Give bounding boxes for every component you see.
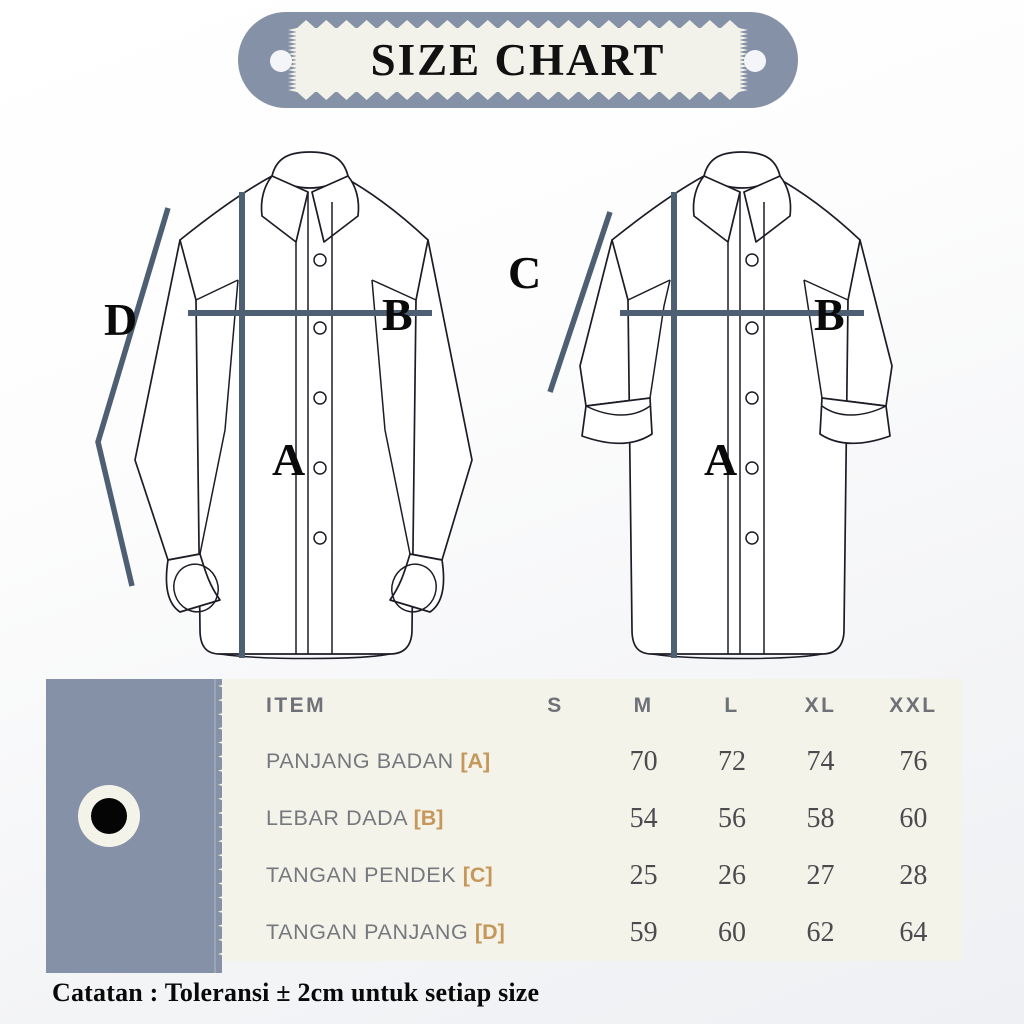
row-label-code: [D] <box>474 920 505 944</box>
col-header-s: S <box>547 694 564 717</box>
cell-tangan-pendek-l: 26 <box>718 859 746 891</box>
row-label-code: [C] <box>462 863 493 887</box>
row-label-lebar-dada: LEBAR DADA [B] <box>242 790 512 847</box>
long-sleeve-shirt-diagram: D B A <box>95 151 473 660</box>
cell-lebar-dada-l: 56 <box>718 802 746 834</box>
cell-lebar-dada-s <box>512 790 600 847</box>
table-row: TANGAN PANJANG [D] 59 60 62 64 <box>242 904 962 961</box>
marker-label-b: B <box>814 289 845 340</box>
short-sleeve-shirt-diagram: C B A <box>508 151 893 660</box>
banner-label-panel <box>296 28 740 92</box>
cell-lebar-dada-xxl: 60 <box>899 802 928 834</box>
cell-tangan-pendek-xl: 27 <box>806 859 835 891</box>
row-label-text: TANGAN PANJANG <box>266 920 475 944</box>
title-banner: SIZE CHART <box>238 12 798 108</box>
shirt-diagrams: D B A <box>0 130 1024 675</box>
marker-label-c: C <box>508 247 541 298</box>
cell-panjang-badan-xxl: 76 <box>899 745 928 777</box>
table-row: TANGAN PENDEK [C] 25 26 27 28 <box>242 847 962 904</box>
col-header-l: L <box>724 694 740 717</box>
col-header-item: ITEM <box>266 694 327 717</box>
marker-label-b: B <box>382 289 413 340</box>
table-panel <box>218 679 962 961</box>
row-label-tangan-pendek: TANGAN PENDEK [C] <box>242 847 512 904</box>
measure-line-d <box>95 207 171 587</box>
row-label-panjang-badan: PANJANG BADAN [A] <box>242 733 512 790</box>
size-table-zone: ITEM S M L XL XXL PANJANG BADAN [A] 70 7… <box>46 679 962 973</box>
cell-tangan-panjang-s <box>512 904 600 961</box>
marker-label-d: D <box>104 294 137 345</box>
cell-tangan-panjang-l: 60 <box>718 916 746 948</box>
table-row: LEBAR DADA [B] 54 56 58 60 <box>242 790 962 847</box>
col-header-xl: XL <box>804 694 837 717</box>
tolerance-note: Catatan : Toleransi ± 2cm untuk setiap s… <box>52 978 540 1007</box>
row-label-text: TANGAN PENDEK <box>266 863 463 887</box>
cell-tangan-panjang-xl: 62 <box>806 916 835 948</box>
row-label-tangan-panjang: TANGAN PANJANG [D] <box>242 904 512 961</box>
row-label-code: [A] <box>460 749 491 773</box>
cell-tangan-panjang-xxl: 64 <box>899 916 928 948</box>
marker-label-a: A <box>704 434 737 485</box>
cell-tangan-pendek-m: 25 <box>629 859 658 891</box>
cell-tangan-pendek-xxl: 28 <box>899 859 928 891</box>
size-table-body: PANJANG BADAN [A] 70 72 74 76 LEBAR DADA… <box>242 733 962 961</box>
tag-eyelet-hole <box>91 798 127 834</box>
table-header-row: ITEM S M L XL XXL <box>242 679 962 733</box>
marker-label-a: A <box>272 434 305 485</box>
cell-panjang-badan-l: 72 <box>718 745 746 777</box>
cell-panjang-badan-m: 70 <box>629 745 658 777</box>
table-row: PANJANG BADAN [A] 70 72 74 76 <box>242 733 962 790</box>
banner-hole-right-icon <box>744 50 766 72</box>
cell-lebar-dada-xl: 58 <box>806 802 835 834</box>
size-table-head: ITEM S M L XL XXL <box>242 679 962 733</box>
page-title: SIZE CHART <box>370 34 666 85</box>
cell-panjang-badan-xl: 74 <box>806 745 835 777</box>
measure-line-c <box>547 211 613 393</box>
cell-tangan-panjang-m: 59 <box>629 916 658 948</box>
col-header-m: M <box>633 694 654 717</box>
row-label-text: LEBAR DADA <box>266 806 414 830</box>
col-header-xxl: XXL <box>889 694 938 717</box>
tag-seam <box>214 679 216 973</box>
banner-hole-left-icon <box>270 50 292 72</box>
tag-eyelet-icon <box>78 785 140 847</box>
size-table: ITEM S M L XL XXL PANJANG BADAN [A] 70 7… <box>242 679 962 961</box>
cell-lebar-dada-m: 54 <box>629 802 658 834</box>
row-label-text: PANJANG BADAN <box>266 749 461 773</box>
row-label-code: [B] <box>413 806 444 830</box>
cell-tangan-pendek-s <box>512 847 600 904</box>
hang-tag <box>46 679 222 973</box>
cell-panjang-badan-s <box>512 733 600 790</box>
